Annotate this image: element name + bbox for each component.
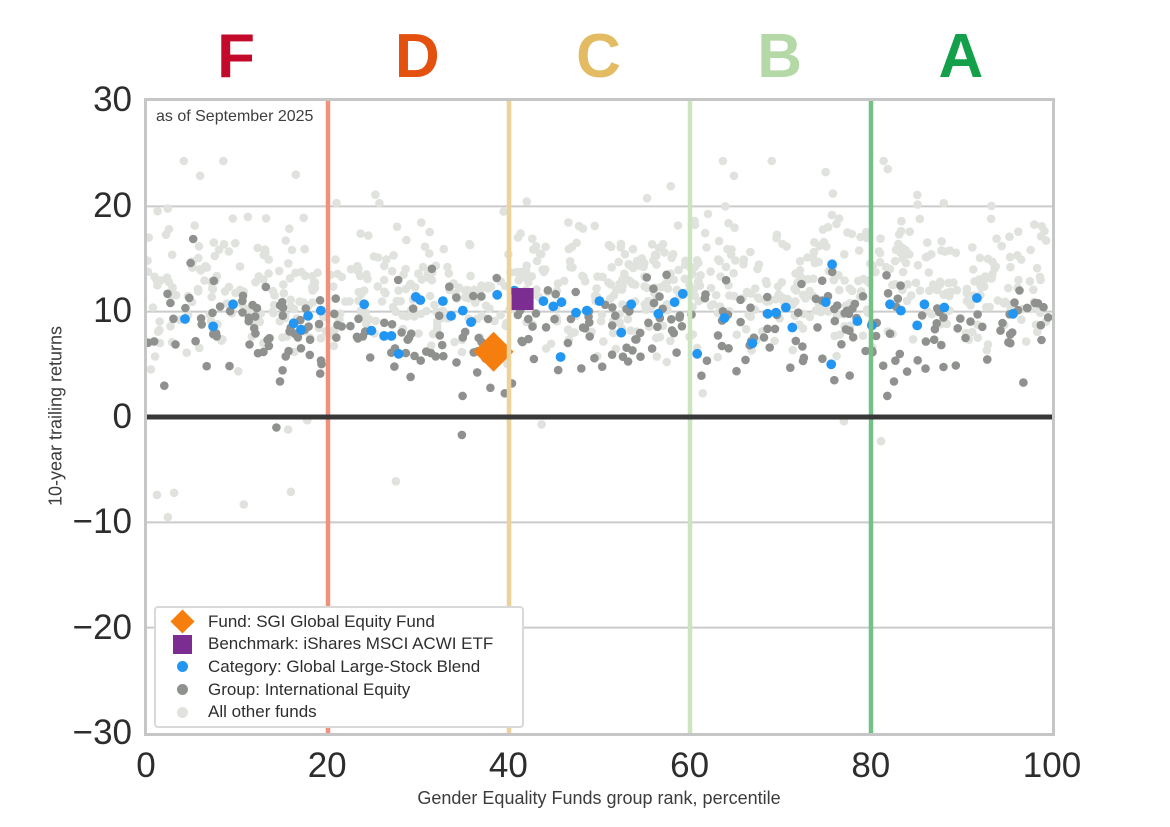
- x-tick-label: 60: [670, 746, 710, 785]
- grade-letter-f: F: [217, 22, 257, 91]
- diamond-icon: [169, 609, 195, 634]
- legend-item-group: Group: International Equity: [156, 679, 522, 701]
- grade-letter-b: B: [757, 22, 804, 91]
- legend-item-category: Category: Global Large-Stock Blend: [156, 656, 522, 678]
- legend-item-all-other: All other funds: [156, 701, 522, 723]
- y-tick-label: 0: [112, 396, 132, 436]
- legend-marker-cell: [156, 609, 208, 634]
- x-tick-label: 100: [1022, 746, 1082, 785]
- legend-label: All other funds: [208, 702, 317, 722]
- y-tick-label: 20: [93, 185, 132, 225]
- grade-letter-d: D: [394, 22, 441, 91]
- legend-label: Group: International Equity: [208, 679, 411, 699]
- y-tick-label: 30: [93, 80, 132, 119]
- y-tick-label: −10: [72, 502, 132, 541]
- legend-label: Fund: SGI Global Equity Fund: [208, 611, 435, 631]
- x-tick-label: 20: [307, 746, 347, 785]
- legend-marker-cell: [156, 661, 208, 673]
- legend-item-benchmark: Benchmark: iShares MSCI ACWI ETF: [156, 633, 522, 655]
- dot-icon: [176, 661, 188, 673]
- legend-label: Benchmark: iShares MSCI ACWI ETF: [208, 634, 494, 654]
- x-tick-label: 0: [136, 746, 156, 785]
- legend-label: Category: Global Large-Stock Blend: [208, 656, 481, 676]
- grade-letter-c: C: [576, 22, 622, 91]
- legend: Fund: SGI Global Equity Fund Benchmark: …: [154, 606, 524, 728]
- square-icon: [172, 634, 192, 654]
- y-tick-label: 10: [93, 291, 132, 330]
- y-tick-label: −30: [72, 713, 132, 752]
- y-axis-label: 10-year trailing returns: [45, 325, 66, 507]
- x-tick-label: 80: [851, 746, 891, 785]
- plot-area: as of September 2025 Fund: SGI Global Eq…: [144, 98, 1055, 736]
- dot-icon: [176, 684, 188, 696]
- x-axis-label: Gender Equality Funds group rank, percen…: [417, 788, 781, 808]
- legend-marker-cell: [156, 706, 208, 718]
- legend-marker-cell: [156, 684, 208, 696]
- dot-icon: [176, 706, 188, 718]
- y-tick-label: −20: [72, 607, 132, 647]
- scatter-plot: [147, 101, 1052, 733]
- as-of-annotation: as of September 2025: [156, 108, 314, 125]
- legend-item-fund: Fund: SGI Global Equity Fund: [156, 609, 522, 634]
- legend-marker-cell: [156, 634, 208, 654]
- grade-letter-a: A: [938, 22, 985, 91]
- x-tick-label: 40: [488, 746, 528, 785]
